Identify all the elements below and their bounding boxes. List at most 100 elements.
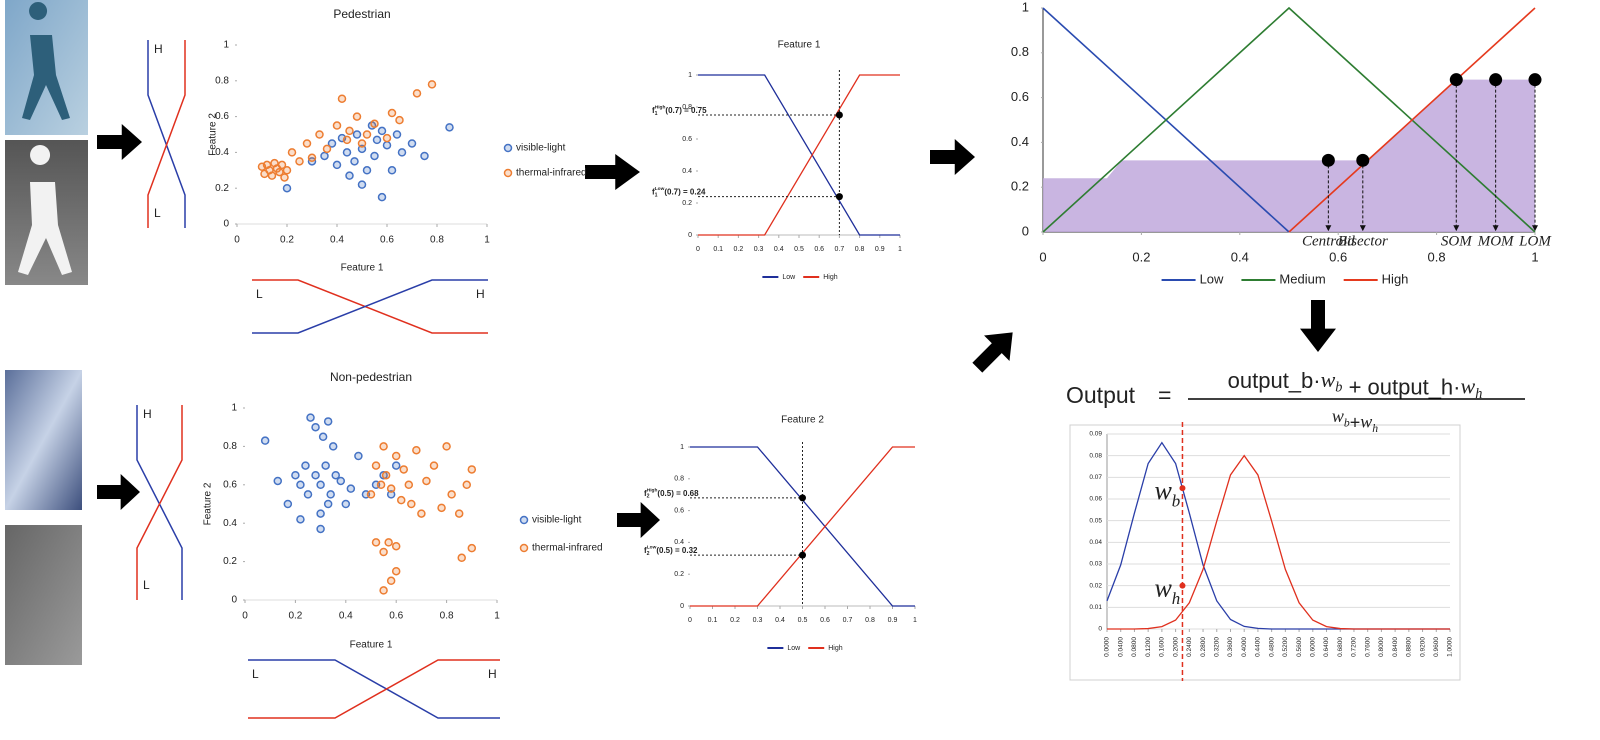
y-tick-label: 1: [231, 403, 237, 414]
thermal-image: [5, 525, 82, 665]
readout-label: f2Low(0.5) = 0.32: [644, 545, 698, 558]
y-axis-label: Feature 2: [208, 113, 219, 156]
x-tick-label: 0.8000: [1378, 637, 1385, 657]
defuzz-label: MOM: [1477, 233, 1515, 249]
label-part: f: [644, 489, 647, 498]
scatter-point: [467, 543, 477, 553]
scatter-point: [280, 173, 289, 182]
formula-sub: b: [1344, 416, 1350, 429]
scatter-point: [302, 139, 312, 148]
sketch-line: [136, 405, 183, 600]
defuzz-label: Bisector: [1338, 233, 1388, 249]
label-part: High: [647, 488, 658, 494]
chart-title: Non-pedestrian: [330, 370, 412, 384]
y-tick-label: 0.4: [1011, 134, 1029, 149]
x-tick-label: 0.8: [1428, 249, 1446, 264]
x-tick-label: 1: [1531, 249, 1538, 264]
x-tick-label: 0: [696, 246, 700, 253]
legend-label: Medium: [1279, 271, 1325, 286]
y-tick-label: 1: [688, 72, 692, 79]
x-tick-label: 0.8: [865, 617, 875, 624]
y-tick-label: 0.05: [1089, 517, 1102, 524]
y-tick-label: 0.8: [223, 441, 237, 452]
legend-marker: [503, 143, 513, 153]
x-tick-label: 0.3: [753, 617, 763, 624]
sketch-line: [248, 659, 500, 719]
scatter-point: [326, 490, 335, 499]
weight-point: [1179, 485, 1186, 492]
y-tick-label: 0: [231, 595, 237, 606]
y-tick-label: 0.07: [1089, 474, 1102, 481]
readout-point: [835, 111, 843, 119]
flow-arrow: [930, 139, 975, 175]
x-tick-label: 0.4400: [1255, 637, 1262, 657]
x-tick-label: 0.4000: [1241, 637, 1248, 657]
series-line: [1107, 454, 1450, 630]
formula-text: +: [1350, 412, 1361, 432]
label-part: (0.5) = 0.68: [657, 489, 699, 498]
x-tick-label: 1.0000: [1447, 637, 1454, 657]
scatter-point: [377, 126, 387, 136]
scatter-point: [445, 123, 454, 132]
x-tick-label: 0.4: [775, 617, 785, 624]
x-tick-label: 0.2: [1132, 249, 1150, 264]
scatter-point: [311, 422, 320, 432]
scatter-point: [447, 490, 456, 499]
x-tick-label: 0.9: [875, 246, 885, 253]
scatter-point: [391, 461, 401, 470]
scatter-point: [273, 476, 283, 486]
x-tick-label: 0.0000: [1104, 637, 1111, 657]
flow-arrow: [972, 332, 1013, 373]
label-part: f: [652, 106, 655, 115]
x-tick-label: 0.6000: [1310, 637, 1317, 657]
x-tick-label: 0.5200: [1282, 637, 1289, 657]
scatter-point: [379, 586, 388, 595]
x-tick-label: 0.4: [774, 246, 784, 253]
legend-label: Low: [782, 274, 796, 281]
scatter-point: [387, 166, 397, 175]
legend-label: visible-light: [532, 515, 582, 526]
scatter-point: [303, 490, 313, 499]
sketch-label: L: [256, 287, 263, 301]
x-tick-label: 0.9: [888, 617, 898, 624]
x-tick-label: 0: [242, 611, 248, 622]
sketch-line: [252, 279, 488, 334]
x-tick-label: 1: [494, 611, 500, 622]
defuzz-point: [1449, 73, 1463, 87]
scatter-point: [454, 509, 464, 518]
scatter-point: [336, 476, 346, 486]
x-tick-label: 0.6: [1329, 249, 1347, 264]
x-tick-label: 0.7600: [1364, 637, 1371, 657]
defuzz-point: [1489, 73, 1503, 87]
y-tick-label: 0: [688, 232, 692, 239]
defuzz-label: LOM: [1518, 233, 1552, 249]
x-tick-label: 0.6: [814, 246, 824, 253]
scatter-point: [277, 160, 287, 170]
scatter-point: [296, 515, 305, 524]
x-tick-label: 0.6400: [1323, 637, 1330, 657]
scatter-point: [377, 192, 387, 202]
scatter-point: [282, 166, 292, 175]
formula-part: output_b·wb + output_h·wh: [1228, 367, 1483, 402]
scatter-point: [366, 490, 376, 499]
scatter-point: [350, 157, 359, 166]
label-part: 2: [647, 551, 650, 557]
scatter-point: [386, 576, 396, 586]
x-tick-label: 1: [913, 617, 917, 624]
formula-text: w: [1332, 406, 1344, 426]
scatter-point: [397, 148, 407, 157]
chart-title: Feature 1: [778, 40, 821, 51]
series-line: [690, 446, 915, 607]
weight-point: [1179, 582, 1186, 589]
scatter-point: [442, 442, 451, 451]
y-tick-label: 0: [680, 603, 684, 610]
scatter-point: [422, 476, 431, 486]
x-tick-label: 0.8: [430, 235, 444, 246]
x-tick-label: 0.8800: [1406, 637, 1413, 657]
scatter-point: [382, 140, 392, 150]
x-tick-label: 0.8: [855, 246, 865, 253]
fill-area: [1043, 79, 1535, 233]
scatter-point: [379, 547, 388, 557]
x-tick-label: 0.2: [730, 617, 740, 624]
scatter-point: [346, 484, 356, 493]
